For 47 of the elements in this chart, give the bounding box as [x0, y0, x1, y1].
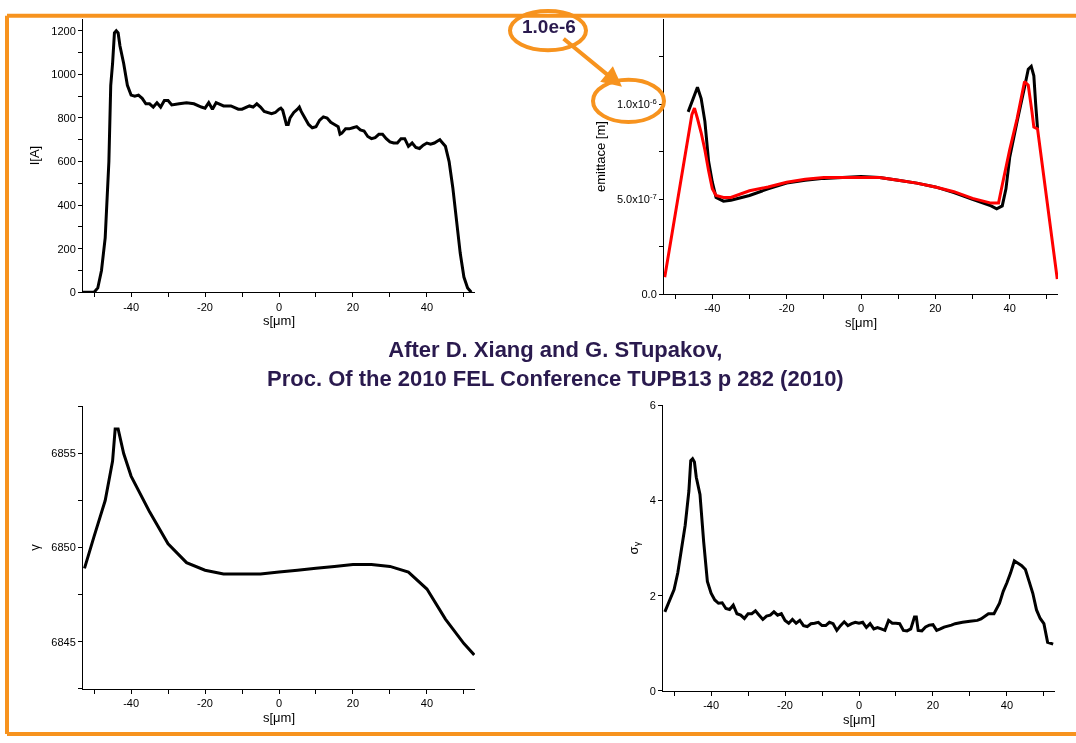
y-tick-label: 5.0x10$^{-7}$ [616, 191, 657, 206]
x-axis-title: s[μm] [262, 313, 296, 329]
y-axis-title: I[A] [27, 145, 43, 166]
x-tick-label: 40 [420, 696, 434, 709]
x-tick-label: 0 [855, 698, 863, 711]
y-tick-label: 2 [649, 589, 656, 602]
x-axis-title: s[μm] [842, 711, 876, 727]
x-tick-label: -40 [704, 302, 721, 315]
x-tick-label: 0 [275, 696, 283, 709]
x-tick-label: -20 [197, 300, 213, 313]
x-tick-label: -40 [703, 698, 720, 711]
x-axis-title: s[μm] [844, 315, 878, 331]
y-tick-label: 4 [649, 494, 656, 507]
x-tick-label: -40 [123, 300, 140, 313]
x-tick-label: 20 [346, 300, 360, 313]
y-tick-label: 0 [69, 286, 76, 299]
y-axis-title: γ [27, 543, 43, 551]
y-tick-label: 400 [57, 198, 76, 211]
y-tick-label: 6850 [51, 541, 76, 554]
x-tick-label: -20 [777, 698, 793, 711]
x-tick-label: -20 [778, 302, 795, 315]
y-tick-label: 600 [57, 155, 76, 168]
y-tick-label: 800 [57, 111, 76, 124]
text: 1.0e-6 [522, 16, 576, 37]
y-axis-title: emittace [m] [592, 121, 608, 192]
x-tick-label: 40 [1000, 698, 1014, 711]
y-tick-label: 1.0x10$^{-6}$ [616, 96, 657, 111]
y-tick-label: 1200 [51, 24, 76, 37]
y-tick-label: 6 [649, 399, 656, 412]
x-tick-label: 20 [926, 698, 940, 711]
x-tick-label: 40 [1003, 302, 1016, 315]
y-tick-label: 1000 [51, 68, 76, 81]
y-tick-label: 0.0 [641, 288, 657, 301]
y-tick-label: 6845 [51, 635, 76, 648]
y-tick-label: 6855 [51, 447, 76, 460]
x-tick-label: -40 [123, 696, 140, 709]
x-tick-label: 20 [346, 696, 360, 709]
x-axis-title: s[μm] [262, 709, 296, 725]
y-tick-label: 200 [57, 242, 76, 255]
y-tick-label: 0 [649, 684, 656, 697]
x-tick-label: 20 [929, 302, 942, 315]
line-series [664, 79, 1058, 281]
x-tick-label: -20 [197, 696, 213, 709]
text: After D. Xiang and G. STupakov, Proc. Of the 2010 FEL Conference TUPB13 p 282 (2010) [267, 337, 844, 391]
x-tick-label: 0 [275, 300, 283, 313]
x-tick-label: 0 [857, 302, 865, 315]
x-tick-label: 40 [420, 300, 434, 313]
